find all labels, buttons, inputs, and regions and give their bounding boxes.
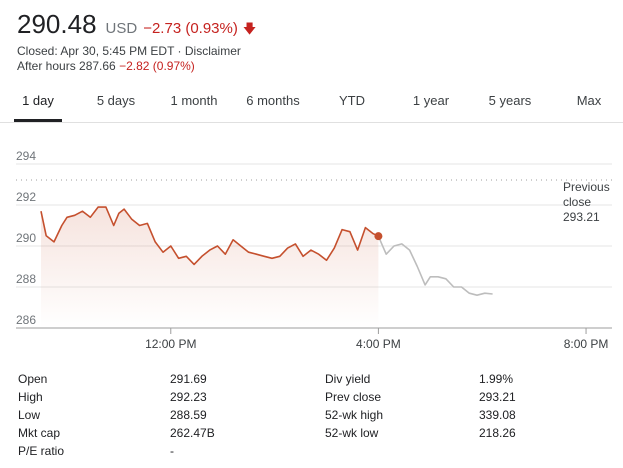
y-tick-label: 290 [16,231,36,245]
stat-pe-value: - [170,444,174,458]
stat-mktcap-value: 262.47B [170,426,215,440]
after-hours-change: −2.82 (0.97%) [119,59,195,73]
stat-52wkhigh-value: 339.08 [479,408,516,422]
stat-prevclose-value: 293.21 [479,390,516,404]
regular-session-line [40,206,379,266]
stat-52wkhigh-label: 52-wk high [325,408,384,422]
current-price: 290.48 [17,9,97,39]
tab-6-months[interactable]: 6 months [246,93,300,108]
y-tick-label: 294 [16,149,36,163]
previous-close-label: Previous [563,180,610,194]
stat-open-label: Open [18,372,48,386]
x-tick-label: 8:00 PM [564,337,609,351]
closed-text: Closed: Apr 30, 5:45 PM EDT · [17,44,185,58]
price-chart[interactable]: 294 292 290 288 286 12:00 PM 4:00 PM 8:00 PM P… [0,125,623,355]
y-tick-label: 286 [16,313,36,327]
y-tick-label: 292 [16,190,36,204]
range-tabs: 1 day 5 days 1 month 6 months YTD 1 year… [0,86,623,124]
price-area-fill [41,207,379,328]
after-hours-label: After hours 287.66 [17,59,120,73]
tab-5-days[interactable]: 5 days [96,93,136,108]
x-tick-label: 12:00 PM [145,337,196,351]
stat-low-value: 288.59 [170,408,207,422]
tab-ytd[interactable]: YTD [339,93,365,108]
stat-divyield-label: Div yield [325,372,371,386]
stat-divyield-value: 1.99% [479,372,514,386]
stat-52wklow-label: 52-wk low [325,426,379,440]
stat-high-value: 292.23 [170,390,207,404]
disclaimer-link[interactable]: Disclaimer [184,44,241,58]
tab-1-day[interactable]: 1 day [14,86,62,122]
after-hours-info: After hours 287.66 −2.82 (0.97%) [17,59,195,73]
stat-52wklow-value: 218.26 [479,426,516,440]
quote-header: 290.48 USD −2.73 (0.93%) 🡇 [17,9,256,43]
price-change: −2.73 (0.93%) [143,20,238,37]
currency-code: USD [105,20,138,37]
stat-pe-label: P/E ratio [18,444,65,458]
stat-open-value: 291.69 [170,372,207,386]
stat-high-label: High [18,390,43,404]
after-hours-line [377,235,493,296]
x-tick-label: 4:00 PM [356,337,401,351]
stat-prevclose-label: Prev close [325,390,382,404]
previous-close-label-line2: close [563,195,591,209]
previous-close-value: 293.21 [563,210,600,224]
down-arrow-icon: 🡇 [242,21,257,36]
tab-1-month[interactable]: 1 month [170,93,218,108]
tabs-divider [0,122,623,123]
tab-1-year[interactable]: 1 year [412,93,450,108]
y-tick-label: 288 [16,272,36,286]
close-point-marker [374,232,383,241]
tab-max[interactable]: Max [576,93,602,108]
stat-low-label: Low [18,408,41,422]
closed-info: Closed: Apr 30, 5:45 PM EDT · Disclaimer [17,44,241,58]
tab-5-years[interactable]: 5 years [488,93,532,108]
stat-mktcap-label: Mkt cap [18,426,61,440]
